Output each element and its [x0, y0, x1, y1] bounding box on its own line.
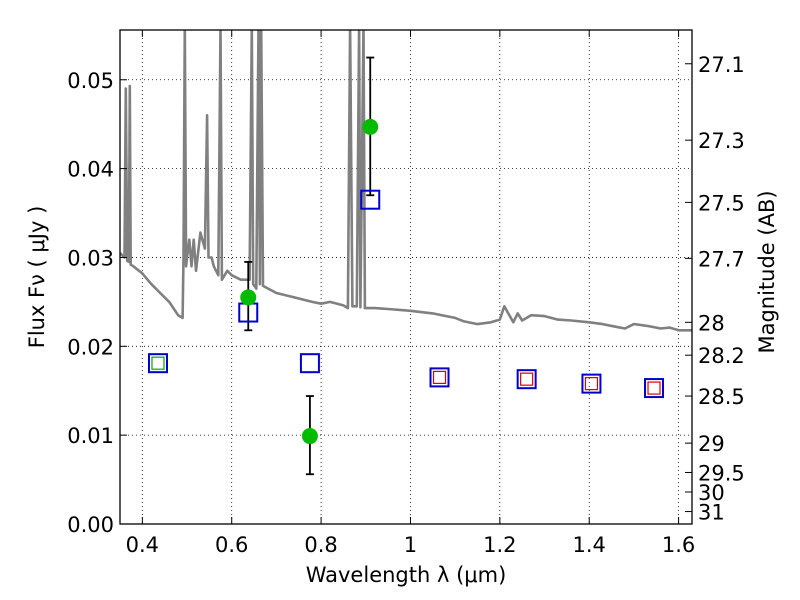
mag-tick-label: 28.5 [698, 385, 745, 409]
model-square-marker [581, 373, 602, 394]
y2-axis-label: Magnitude (AB) [755, 190, 779, 353]
mag-tick-label: 28 [698, 311, 725, 335]
model-square-marker [147, 353, 168, 374]
y-axis-label: Flux Fν ( μJy ) [25, 206, 49, 349]
x-tick-label: 1.4 [573, 533, 606, 557]
y-tick-label: 0.03 [67, 246, 114, 270]
mag-tick-label: 27.5 [698, 191, 745, 215]
inner-square-marker [584, 377, 599, 391]
mag-tick-label: 29 [698, 432, 725, 456]
x-tick-label: 0.6 [215, 533, 248, 557]
mag-tick-label: 31 [698, 501, 725, 525]
y-tick-label: 0.00 [67, 513, 114, 537]
data-points-layer [147, 56, 665, 476]
observed-point [240, 289, 257, 306]
y-tick-label: 0.05 [67, 69, 114, 93]
x-tick-label: 0.8 [304, 533, 337, 557]
model-square-marker [516, 369, 537, 390]
mag-tick-label: 29.5 [698, 461, 745, 485]
sed-model-line [120, 30, 692, 332]
mag-tick-label: 27.7 [698, 247, 745, 271]
inner-square-marker [432, 370, 447, 384]
grid-lines [120, 30, 692, 525]
inner-square-marker [520, 372, 534, 386]
model-square-marker [429, 367, 450, 388]
x-tick-label: 1.6 [662, 533, 695, 557]
y-tick-label: 0.02 [67, 335, 114, 359]
model-square-marker [299, 353, 320, 374]
sed-model-layer [120, 30, 692, 332]
observed-point [362, 118, 379, 135]
plot-frame [119, 29, 693, 525]
model-square-marker [360, 189, 381, 210]
y-tick-label: 0.01 [67, 424, 114, 448]
mag-tick-label: 28.2 [698, 344, 745, 368]
mag-tick-label: 27.3 [698, 129, 745, 153]
x-tick-label: 1.2 [483, 533, 516, 557]
ticks-layer: 0.4 0.6 0.8 1 1.2 1.4 1.6 0.00 0.01 0.02 0.03 0.04 0… [67, 30, 745, 557]
inner-square-marker [151, 356, 165, 370]
mag-tick-label: 30 [698, 481, 725, 505]
mag-tick-label: 27.1 [698, 53, 745, 77]
y-tick-label: 0.04 [67, 158, 114, 182]
x-tick-label: 1 [404, 533, 417, 557]
model-square-marker [644, 378, 665, 399]
x-axis-label: Wavelength λ (μm) [306, 563, 507, 587]
inner-square-marker [647, 381, 661, 395]
observed-point [301, 428, 318, 445]
x-tick-label: 0.4 [126, 533, 159, 557]
